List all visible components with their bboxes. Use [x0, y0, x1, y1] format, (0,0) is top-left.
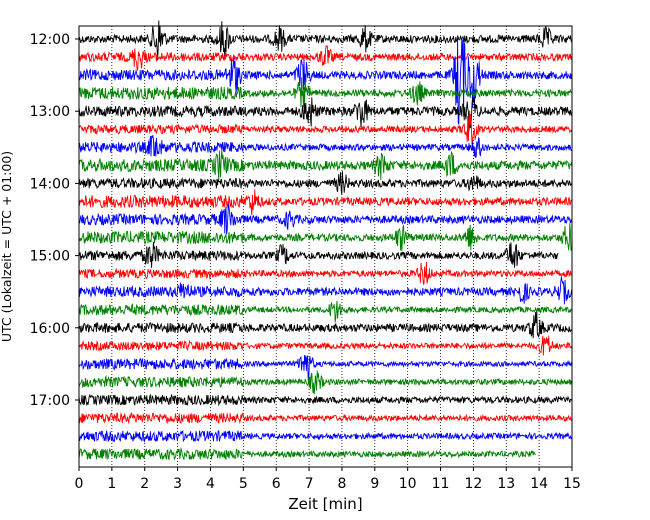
trace-1630	[78, 354, 573, 381]
x-tick-label: 14	[530, 476, 548, 492]
trace-1300	[78, 97, 573, 131]
trace-1715	[78, 412, 572, 425]
trace-series	[78, 20, 573, 461]
trace-1515	[78, 261, 572, 285]
x-tick-label: 5	[239, 476, 248, 492]
x-tick-label: 3	[173, 476, 182, 492]
x-tick-label: 9	[370, 476, 379, 492]
trace-1500	[79, 241, 559, 268]
trace-1700	[78, 393, 572, 407]
x-tick-label: 4	[206, 476, 215, 492]
x-tick-label: 11	[432, 476, 450, 492]
trace-1545	[78, 300, 572, 323]
trace-1730	[78, 430, 572, 444]
trace-1415	[78, 189, 572, 216]
trace-1445	[78, 223, 573, 252]
x-tick-label: 0	[75, 476, 84, 492]
y-tick-label: 12:00	[30, 32, 70, 48]
trace-1230	[78, 37, 573, 125]
x-tick-label: 7	[305, 476, 314, 492]
x-axis-label: Zeit [min]	[288, 495, 362, 513]
x-axis-ticks: 0 1 2 3 4 5 6 7 8 9 10 11 12 13 14 15	[75, 467, 581, 492]
x-tick-label: 15	[563, 476, 581, 492]
plot-frame	[78, 25, 573, 468]
y-tick-label: 14:00	[30, 176, 70, 192]
y-axis-label: UTC (Lokalzeit = UTC + 01:00)	[0, 151, 14, 342]
y-tick-label: 16:00	[30, 321, 70, 337]
x-tick-label: 8	[337, 476, 346, 492]
trace-1745	[78, 446, 536, 461]
y-axis-ticks: 12:00 13:00 14:00 15:00 16:00 17:00	[30, 32, 79, 409]
trace-1615	[78, 335, 573, 356]
trace-1315	[78, 110, 573, 146]
x-tick-label: 1	[107, 476, 116, 492]
trace-1200	[78, 20, 573, 61]
y-tick-label: 15:00	[30, 249, 70, 265]
trace-1215	[78, 44, 573, 72]
trace-1430	[78, 203, 573, 235]
trace-1530	[78, 277, 573, 305]
trace-1345	[78, 150, 573, 181]
trace-1600	[78, 311, 572, 339]
x-tick-label: 13	[497, 476, 515, 492]
x-tick-label: 12	[464, 476, 482, 492]
trace-1245	[78, 77, 572, 108]
y-tick-label: 13:00	[30, 104, 70, 120]
x-tick-label: 2	[140, 476, 149, 492]
x-tick-label: 10	[399, 476, 417, 492]
x-tick-label: 6	[272, 476, 281, 492]
trace-1330	[78, 135, 572, 158]
trace-1645	[78, 370, 573, 395]
trace-1400	[78, 171, 573, 195]
y-tick-label: 17:00	[30, 393, 70, 409]
